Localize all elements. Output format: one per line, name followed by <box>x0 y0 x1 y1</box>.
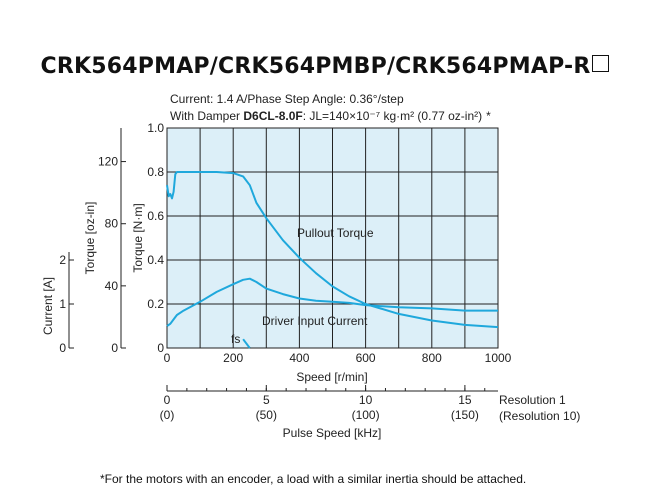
pulse-tick-label-res10: (150) <box>451 408 479 422</box>
inertia-text: : JL=140×10⁻⁷ kg·m² (0.77 oz-in²) <box>303 109 482 123</box>
pulse-tick-label-res10: (0) <box>160 408 175 422</box>
model-suffix-box-icon <box>592 55 610 72</box>
fs-annotation: fs <box>231 332 240 346</box>
pulse-axis-label: Pulse Speed [kHz] <box>283 426 382 440</box>
pulse-tick-label-res1: 5 <box>263 393 270 407</box>
y-tick-label-nm: 0.6 <box>147 209 164 223</box>
x-tick-label: 800 <box>422 351 442 365</box>
x-tick-label: 600 <box>356 351 376 365</box>
pulse-tick-label-res10: (100) <box>352 408 380 422</box>
resolution-10-label: (Resolution 10) <box>499 409 580 423</box>
y-tick-label-current: 1 <box>59 297 66 311</box>
resolution-1-label: Resolution 1 <box>499 393 566 407</box>
pulse-tick-label-res1: 15 <box>458 393 472 407</box>
y-tick-label-ozin: 80 <box>105 217 119 231</box>
damper-model: D6CL-8.0F <box>243 109 302 123</box>
y-tick-label-nm: 0.2 <box>147 297 164 311</box>
x-tick-label: 1000 <box>485 351 512 365</box>
pulse-tick-label-res1: 0 <box>164 393 171 407</box>
fs-marker-line <box>242 338 251 349</box>
plot-frame <box>166 127 499 349</box>
series-label-pullout-torque: Pullout Torque <box>297 226 374 240</box>
x-tick-label: 200 <box>223 351 243 365</box>
driver-input-current-line <box>166 277 498 327</box>
y-tick-label-ozin: 40 <box>105 279 119 293</box>
pulse-speed-axis: 0(0) 5(50) 10(100) 15(150) <box>160 385 498 422</box>
curves <box>166 171 499 349</box>
y-tick-label-nm: 1.0 <box>147 121 164 135</box>
y-tick-label-nm: 0 <box>157 341 164 355</box>
x-tick-label: 0 <box>164 351 171 365</box>
y-tick-label-current: 0 <box>59 341 66 355</box>
y-axis-label-current: Current [A] <box>41 277 55 335</box>
y-tick-label-ozin: 120 <box>98 155 118 169</box>
title-text: CRK564PMAP/CRK564PMBP/CRK564PMAP-R <box>40 54 591 79</box>
y-axis-label-nm: Torque [N·m] <box>131 203 145 272</box>
conditions-prefix: With Damper <box>170 109 243 123</box>
footnote: *For the motors with an encoder, a load … <box>100 472 527 486</box>
pulse-tick-label-res1: 10 <box>359 393 373 407</box>
page-title: CRK564PMAP/CRK564PMBP/CRK564PMAP-R <box>0 54 650 79</box>
series-label-driver-input-current: Driver Input Current <box>262 314 368 328</box>
pullout-torque-line <box>166 171 499 329</box>
x-tick-label: 400 <box>289 351 309 365</box>
pulse-tick-label-res10: (50) <box>256 408 277 422</box>
grid-lines: 0 200 400 600 800 1000 <box>164 127 512 365</box>
inertia-asterisk: * <box>486 109 491 123</box>
x-axis-label: Speed [r/min] <box>296 370 367 384</box>
conditions-line-1: Current: 1.4 A/Phase Step Angle: 0.36°/s… <box>170 92 404 106</box>
y-tick-label-nm: 0.4 <box>147 253 164 267</box>
conditions-line-2: With Damper D6CL-8.0F: JL=140×10⁻⁷ kg·m²… <box>170 109 491 123</box>
y-tick-label-nm: 0.8 <box>147 165 164 179</box>
y-axis-label-ozin: Torque [oz-in] <box>83 202 97 275</box>
y-tick-label-current: 2 <box>59 253 66 267</box>
y-tick-label-ozin: 0 <box>111 341 118 355</box>
